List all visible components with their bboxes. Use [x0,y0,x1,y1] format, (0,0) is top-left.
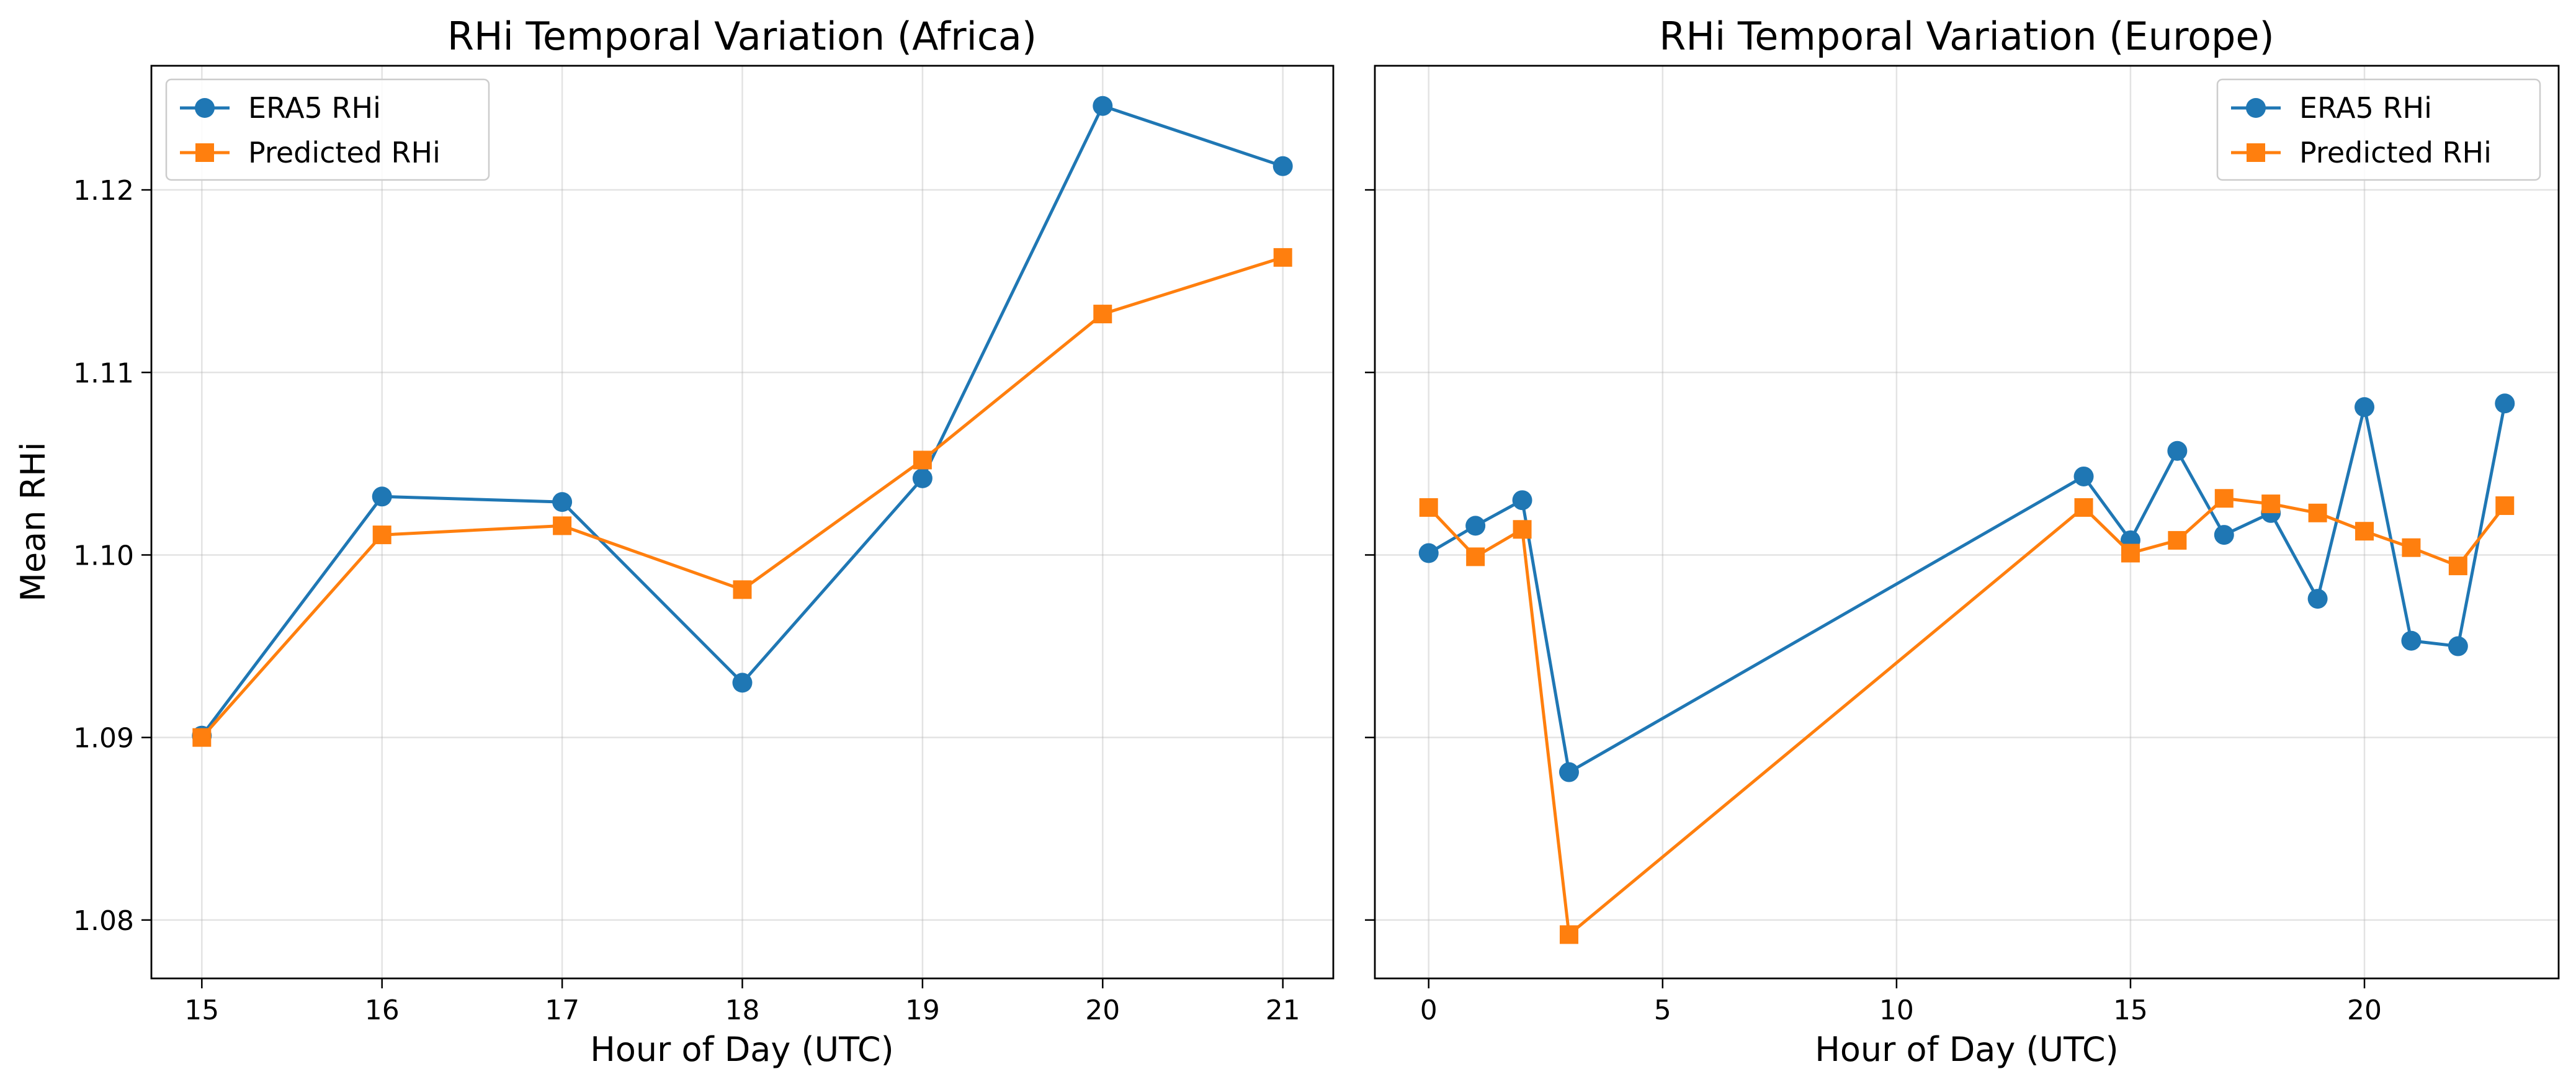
data-point [2495,496,2515,516]
series-predicted [192,248,1292,747]
data-point [1272,156,1293,176]
data-point [2261,494,2281,514]
series-predicted [1419,489,2515,944]
data-point [1559,762,1579,782]
legend-box [2216,78,2541,181]
data-point [2307,589,2328,609]
data-point [552,492,573,512]
data-point [2448,636,2468,656]
legend-label: Predicted RHi [248,136,441,169]
data-point [1512,490,1532,511]
y-tick-label: 1.09 [73,723,134,754]
data-point [1093,305,1112,324]
x-tick-label: 15 [184,995,219,1026]
y-tick-label: 1.11 [73,357,134,389]
plot-frame [150,65,1335,980]
data-point [2214,525,2234,545]
data-point [372,486,392,507]
x-tick-label: 10 [1879,995,1914,1026]
data-point [2167,441,2188,461]
data-point [2168,530,2187,550]
legend-item: ERA5 RHi [2231,91,2432,125]
grid [151,66,1333,978]
y-tick-label: 1.12 [73,175,134,207]
legend-marker [195,143,214,162]
legend-item: Predicted RHi [2231,136,2492,169]
chart-title: RHi Temporal Variation (Europe) [1659,14,2274,59]
y-tick-label: 1.08 [73,905,134,937]
series-line [1428,403,2507,774]
data-point [2355,522,2374,541]
data-point [2448,557,2467,576]
data-point [1093,96,1113,116]
legend-label: ERA5 RHi [2299,91,2432,125]
y-tick-label: 1.10 [73,540,134,571]
x-tick-label: 0 [1420,995,1438,1026]
data-point [2402,538,2421,557]
plot-frame [1374,65,2560,980]
legend-item: Predicted RHi [180,136,441,169]
x-axis-label: Hour of Day (UTC) [590,1030,893,1069]
data-point [1418,543,1439,563]
data-point [2401,630,2422,651]
x-tick-label: 16 [365,995,400,1026]
data-point [1273,248,1292,267]
chart-panel-africa: RHi Temporal Variation (Africa) Hour of … [14,14,1335,1069]
legend-marker [195,98,215,118]
legend-label: Predicted RHi [2299,136,2492,169]
data-point [1465,516,1486,536]
data-point [912,468,932,488]
data-point [2308,503,2327,522]
x-tick-label: 21 [1266,995,1300,1026]
ticks: 15 16 17 18 19 20 21 1.08 1.09 1.10 1.11 1.12 [73,175,1300,1026]
grid [1375,66,2559,978]
data-point [913,450,932,470]
data-point [192,728,212,747]
x-axis-label: Hour of Day (UTC) [1815,1030,2118,1069]
data-point [372,526,391,545]
legend: ERA5 RHi Predicted RHi [2216,78,2541,181]
ticks: 0 5 10 15 20 [1365,189,2382,1026]
data-point [2073,466,2094,486]
x-tick-label: 15 [2113,995,2148,1026]
legend-item: ERA5 RHi [180,91,381,125]
data-point [1466,547,1485,566]
x-tick-label: 17 [545,995,579,1026]
legend-marker [2247,143,2265,162]
x-tick-label: 19 [905,995,940,1026]
x-tick-label: 20 [1085,995,1120,1026]
data-point [553,516,572,535]
data-point [2495,393,2515,414]
legend: ERA5 RHi Predicted RHi [165,78,490,181]
data-point [2355,397,2375,418]
data-point [2121,544,2140,563]
data-point [1419,498,1438,517]
data-point [733,580,752,599]
data-point [1559,925,1578,944]
data-point [732,673,753,693]
legend-box [165,78,490,181]
chart-title: RHi Temporal Variation (Africa) [447,14,1037,59]
data-point [1513,520,1532,539]
y-axis-label: Mean RHi [14,442,53,601]
legend-label: ERA5 RHi [248,91,381,125]
legend-marker [2246,98,2266,118]
x-tick-label: 5 [1654,995,1671,1026]
x-tick-label: 18 [725,995,760,1026]
chart-panel-europe: RHi Temporal Variation (Europe) Hour of … [1365,14,2560,1069]
data-point [2214,489,2234,508]
x-tick-label: 20 [2347,995,2382,1026]
data-point [2074,498,2093,517]
